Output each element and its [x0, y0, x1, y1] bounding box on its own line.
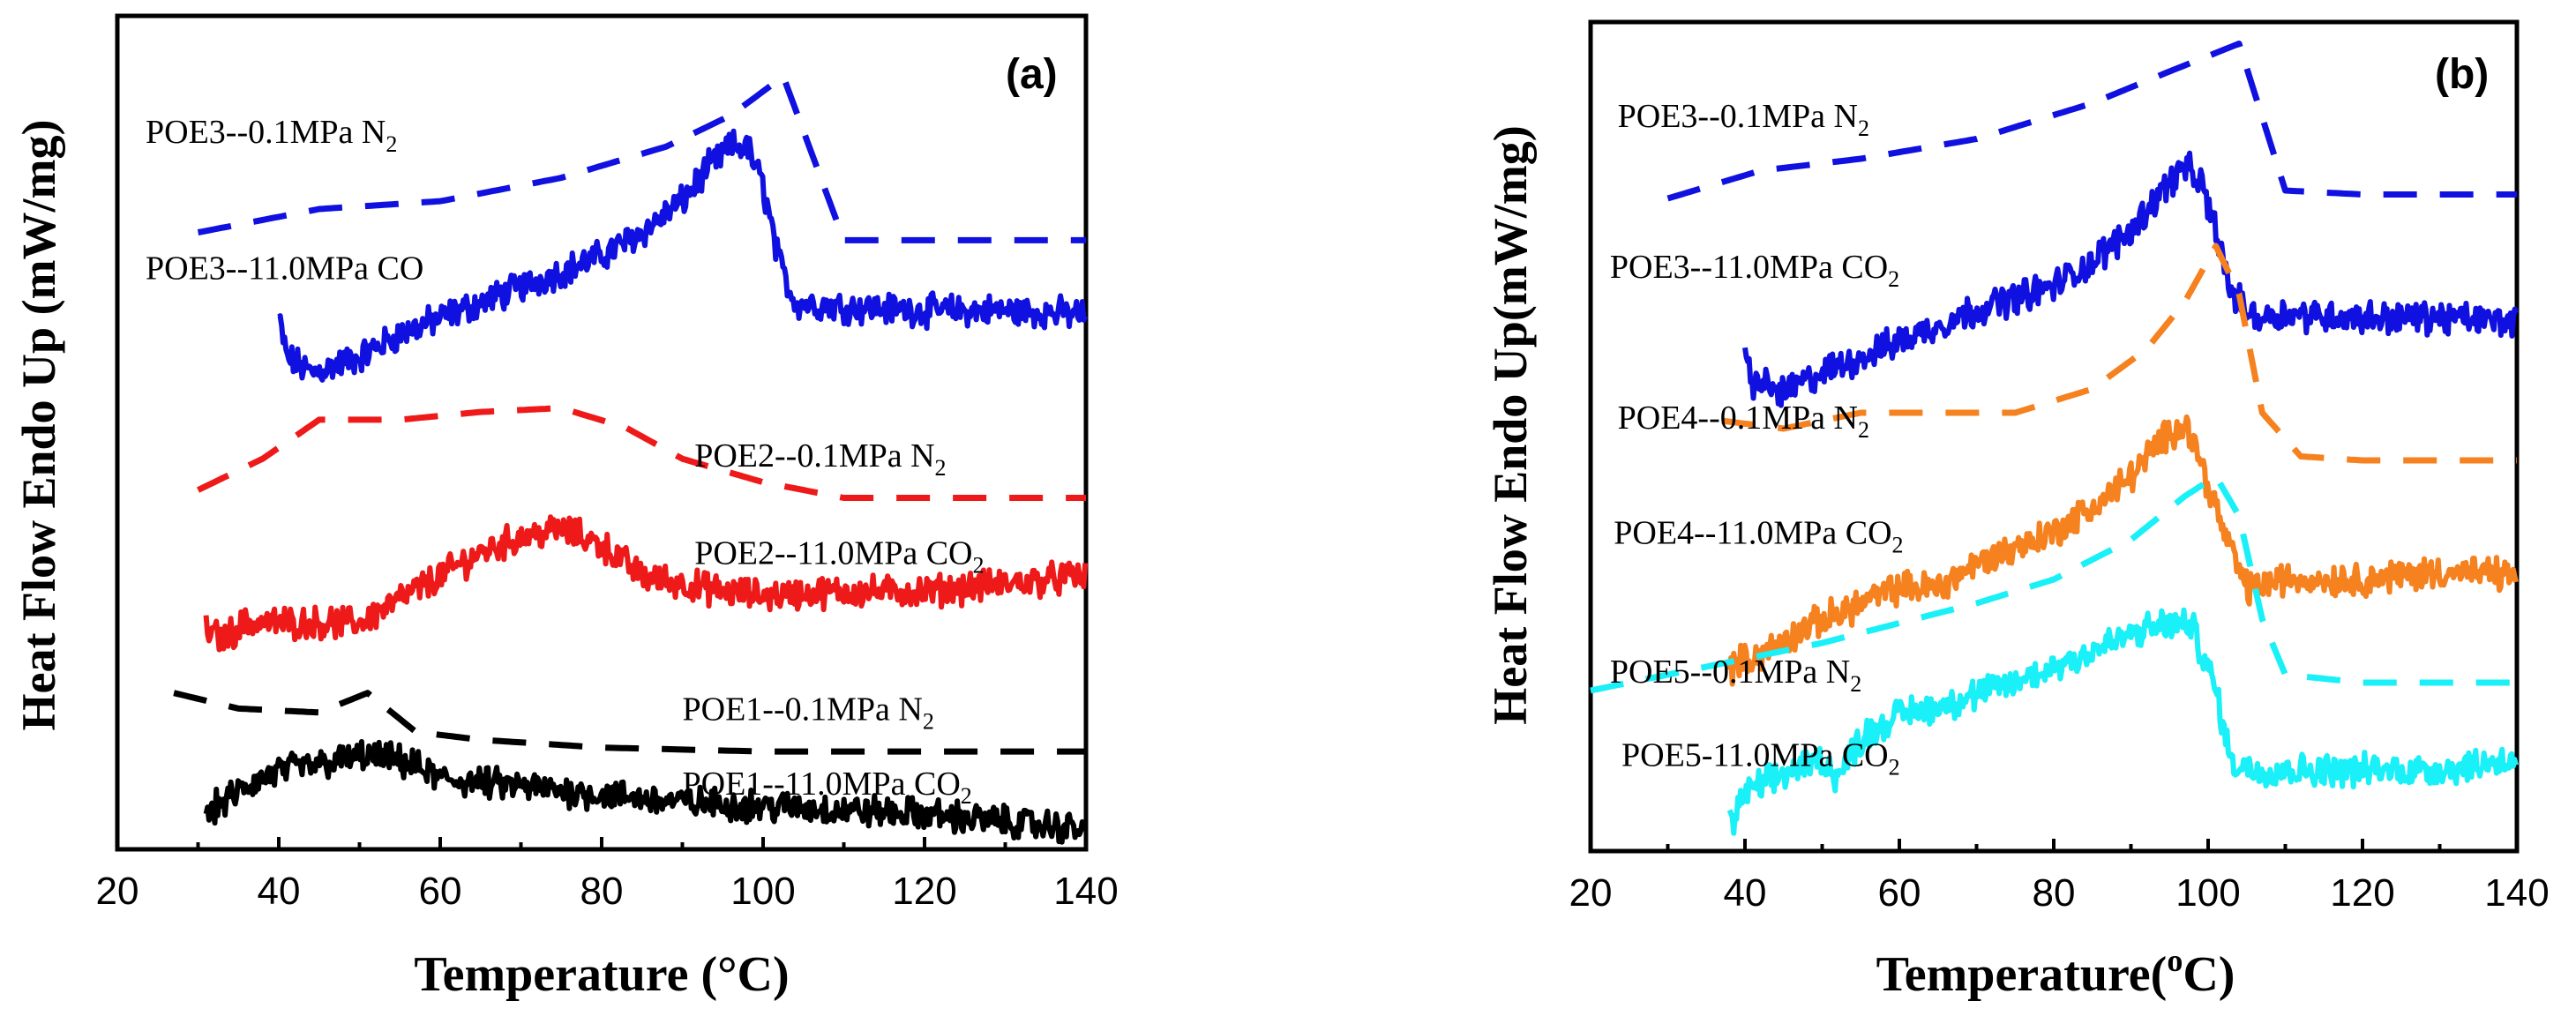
- panel-a-x-tick-label: 60: [419, 870, 462, 913]
- panel-b-frame: [1588, 19, 2520, 854]
- panel-b-series-line-6: [1726, 607, 2519, 836]
- panel-b-x-tick-label: 40: [1724, 871, 1767, 915]
- panel-b-series-label-5: POE5--0.1MPa N2: [1610, 654, 1861, 697]
- panel-a-tag: (a): [1006, 51, 1058, 98]
- panel-a-x-tick-label: 80: [580, 870, 624, 913]
- panel-b-series-label-3: POE4--0.1MPa N2: [1618, 400, 1869, 443]
- panel-b-series-label-6: POE5-11.0MPa CO2: [1621, 737, 1900, 781]
- panel-b-x-axis-label: Temperature(oC): [1876, 943, 2235, 1002]
- panel-b-curves: [1590, 41, 2519, 836]
- panel-b-series-labels: POE3--0.1MPa N2 POE3--11.0MPa CO2 POE4--0.…: [1610, 98, 1904, 781]
- panel-a-series-label-4: POE2--11.0MPa CO2: [694, 535, 984, 579]
- panel-b-x-tick-label: 120: [2330, 871, 2394, 915]
- panel-b-series-line-3: [1721, 243, 2517, 464]
- panel-a-series-labels: POE3--0.1MPa N2 POE3--11.0MPa CO POE2--0.1…: [146, 114, 984, 809]
- panel-a-series-line-6: [203, 739, 1089, 845]
- panel-b-x-tick-label: 140: [2484, 871, 2549, 915]
- panel-b-series-line-2: [1742, 150, 2519, 408]
- panel-a-x-tick-label: 40: [258, 870, 301, 913]
- panel-a-curves: [173, 73, 1089, 845]
- panel-b-series-line-4: [1726, 414, 2519, 687]
- panel-b-series-label-1: POE3--0.1MPa N2: [1618, 98, 1869, 141]
- panel-b-series-line-5: [1590, 473, 2517, 694]
- panel-a: 20 40 60 80 100 120 140 POE3--0.1MPa N2 POE3--1…: [12, 13, 1119, 1002]
- panel-b-x-tick-label: 60: [1878, 871, 1921, 915]
- panel-a-series-line-5: [173, 690, 1086, 755]
- panel-b-x-tick-label: 100: [2175, 871, 2240, 915]
- panel-a-x-tick-label: 20: [96, 870, 139, 913]
- panel-a-series-line-4: [203, 514, 1089, 653]
- panel-a-x-axis-label: Temperature (°C): [414, 947, 789, 1002]
- panel-b-series-line-1: [1666, 41, 2517, 202]
- panel-a-y-axis-label: Heat Flow Endo Up (mW/mg): [12, 120, 65, 731]
- panel-a-series-label-1: POE3--0.1MPa N2: [146, 114, 397, 157]
- panel-a-series-label-3: POE2--0.1MPa N2: [694, 437, 946, 481]
- panel-a-series-label-2: POE3--11.0MPa CO: [146, 250, 423, 288]
- panel-b-tag: (b): [2435, 51, 2489, 98]
- panel-b-series-label-4: POE4--11.0MPa CO2: [1614, 515, 1903, 558]
- panel-a-series-line-3: [196, 405, 1086, 501]
- panel-b-x-tick-label: 20: [1569, 871, 1613, 915]
- panel-b-y-axis-label: Heat Flow Endo Up(mW/mg): [1484, 125, 1537, 724]
- panel-a-series-label-5: POE1--0.1MPa N2: [683, 691, 934, 735]
- panel-b-series-label-2: POE3--11.0MPa CO2: [1610, 249, 1899, 292]
- panel-b-x-ticks: 20 40 60 80 100 120 140: [1569, 839, 2550, 915]
- panel-a-series-label-6: POE1--11.0MPa CO2: [683, 766, 972, 809]
- panel-a-x-tick-label: 100: [730, 870, 795, 913]
- panel-a-series-line-1: [197, 73, 1086, 243]
- panel-a-x-ticks: 20 40 60 80 100 120 140: [96, 837, 1119, 913]
- panel-b-x-tick-label: 80: [2033, 871, 2076, 915]
- panel-a-x-tick-label: 140: [1053, 870, 1118, 913]
- panel-b: 20 40 60 80 100 120 140 POE3--0.1MPa N2 POE3--1…: [1484, 19, 2550, 1002]
- panel-a-series-line-2: [277, 128, 1088, 383]
- panel-a-x-tick-label: 120: [892, 870, 956, 913]
